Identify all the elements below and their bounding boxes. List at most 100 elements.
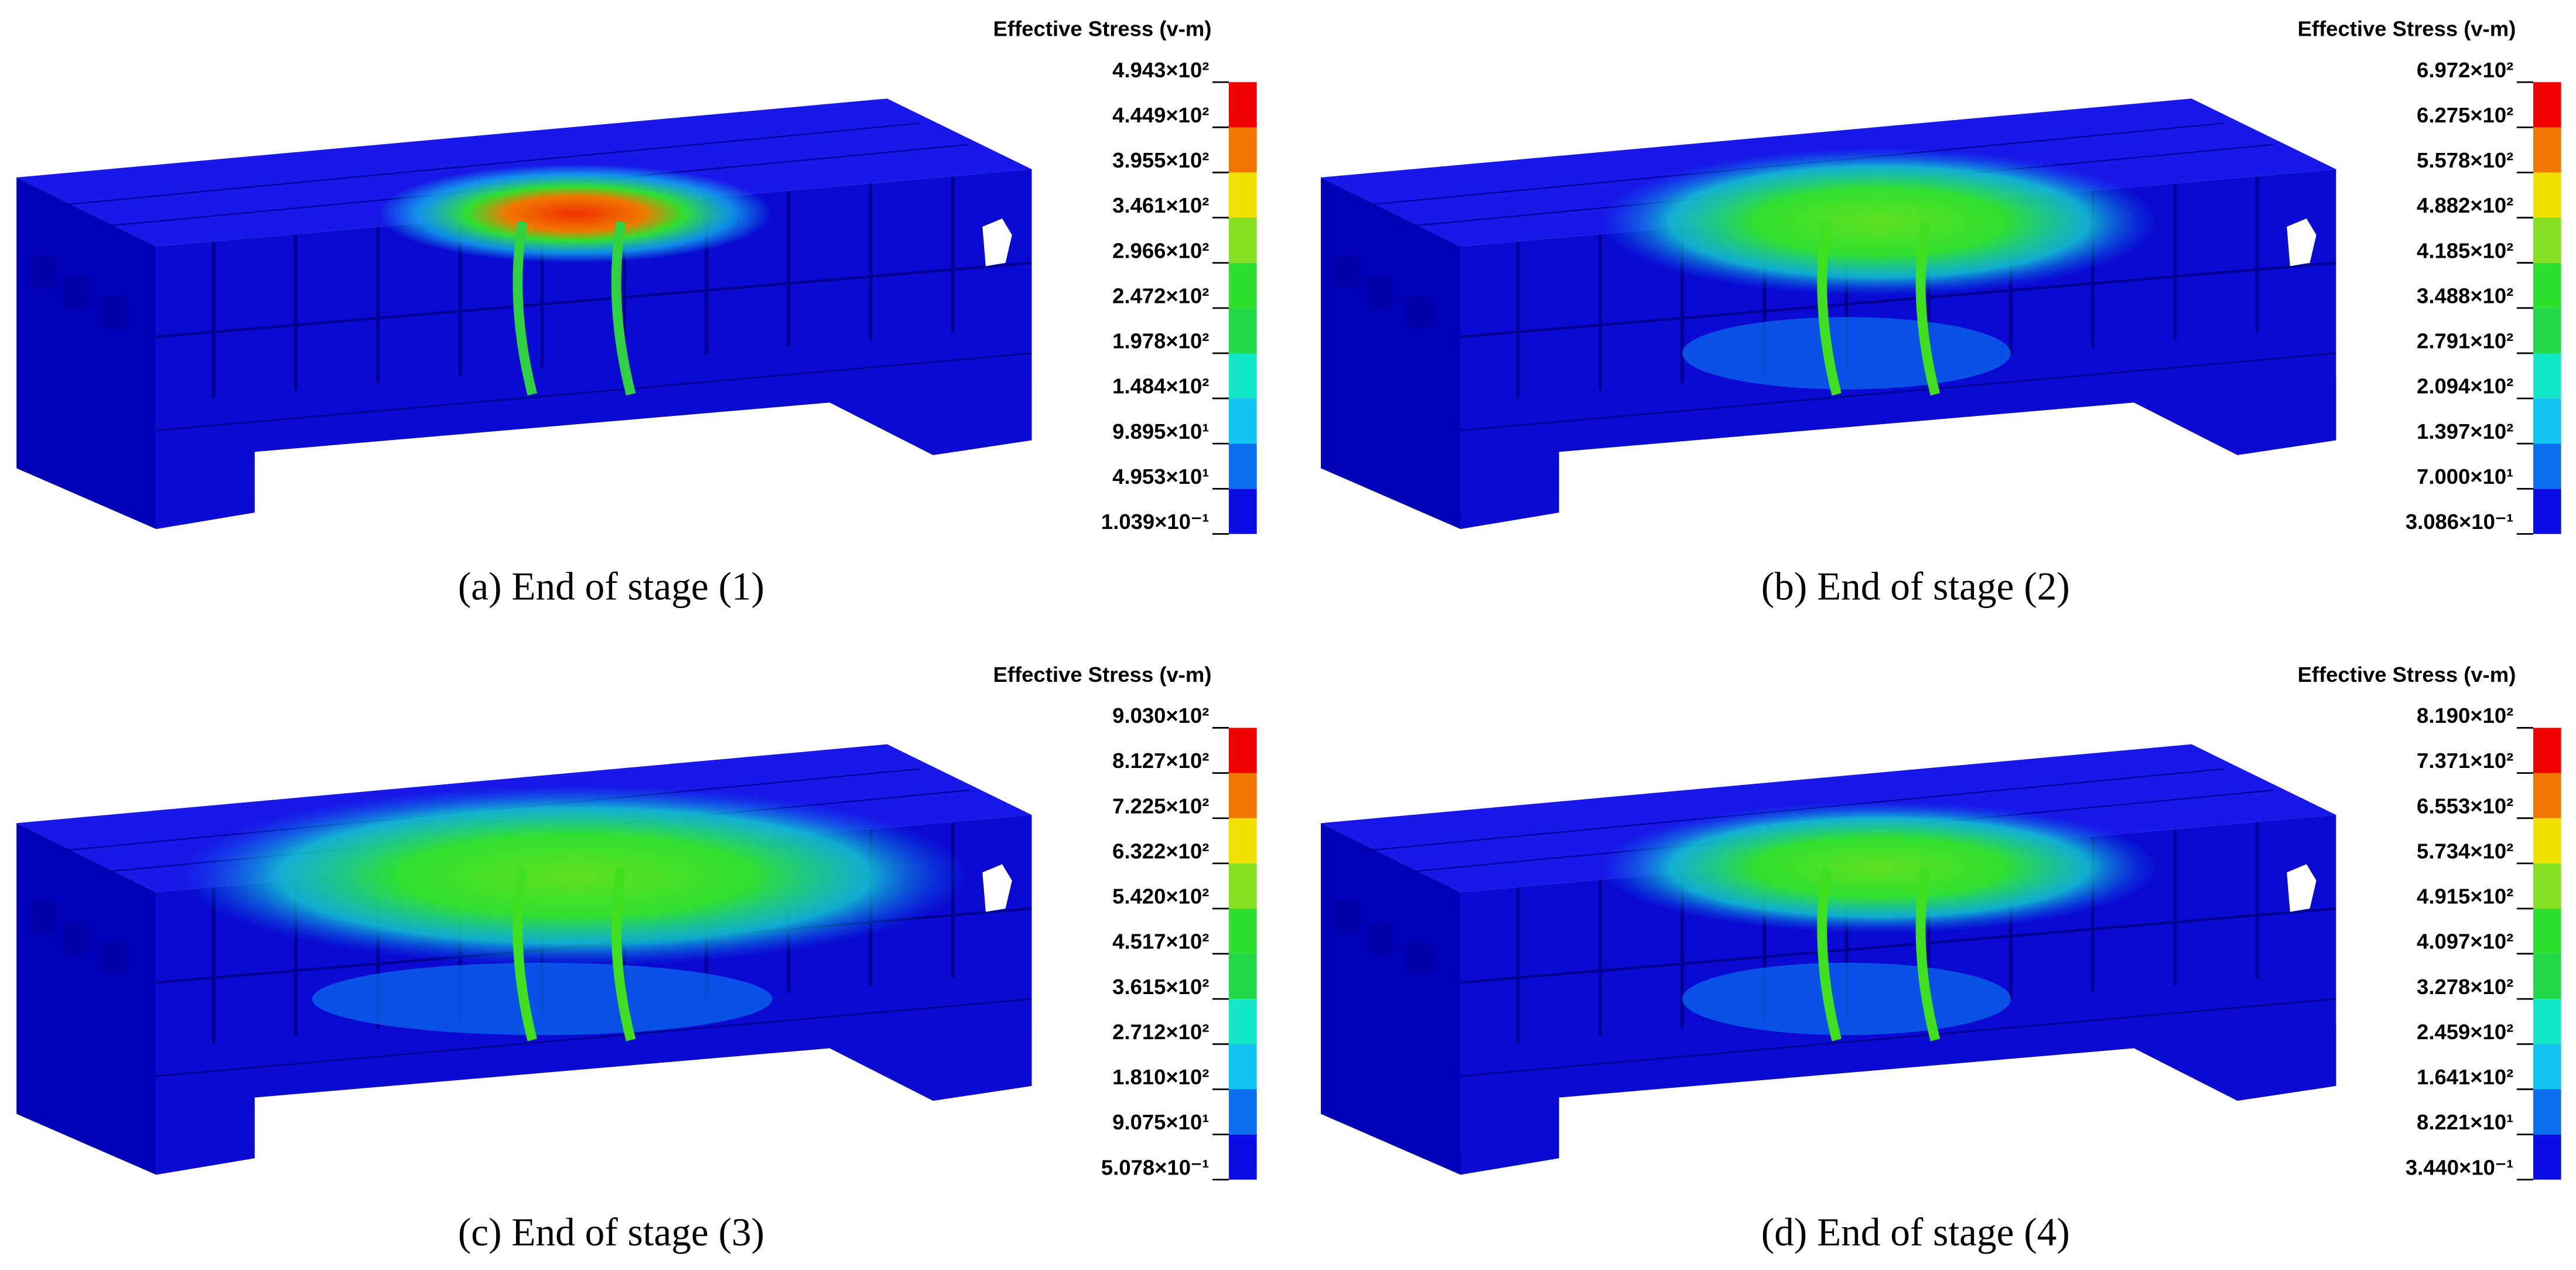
colorbar-band <box>1229 262 1257 308</box>
colorbar-tick-label: 7.000×10¹ <box>2417 465 2513 489</box>
panel: Effective Stress (v-m) 4.943×10² 4.449×10²… <box>16 17 1257 609</box>
colorbar-band <box>2533 127 2561 173</box>
stress-region <box>378 164 773 263</box>
colorbar-band <box>1229 353 1257 399</box>
stress-region <box>312 962 773 1035</box>
opening <box>982 864 1012 912</box>
window <box>62 276 89 309</box>
colorbar-band <box>2533 443 2561 489</box>
legend-title: Effective Stress (v-m) <box>2298 663 2516 687</box>
window <box>102 941 128 975</box>
column <box>611 221 636 396</box>
colorbar-tick-label: 4.517×10² <box>1112 930 1209 954</box>
window <box>29 254 56 288</box>
deck-line <box>1460 907 2336 984</box>
stress-region <box>1600 148 2159 296</box>
colorbar-tick-label: 9.030×10² <box>1112 704 1209 728</box>
colorbar-tick-label: 9.075×10¹ <box>1112 1110 1209 1134</box>
colorbar-band <box>2533 728 2561 773</box>
colorbar-tick-label: 8.221×10¹ <box>2417 1110 2513 1134</box>
opening <box>2287 219 2317 267</box>
colorbar-tick-label: 1.810×10² <box>1112 1065 1209 1089</box>
column <box>1817 866 1842 1042</box>
colorbar-band <box>2533 308 2561 353</box>
stress-region <box>180 785 969 967</box>
colorbar-tick-label: 2.094×10² <box>2417 374 2513 398</box>
colorbar-tick-label: 3.086×10⁻¹ <box>2406 510 2513 534</box>
deck-line <box>156 352 1032 432</box>
window <box>1366 276 1393 309</box>
colorbar-tick-label: 1.641×10² <box>2417 1065 2513 1089</box>
model <box>16 98 1032 530</box>
column <box>611 866 636 1042</box>
colorbar-band <box>1229 443 1257 489</box>
colorbar-band <box>1229 398 1257 444</box>
model-front <box>156 169 1032 530</box>
colorbar-band <box>2533 773 2561 818</box>
colorbar-band <box>2533 863 2561 909</box>
colorbar-tick-label: 9.895×10¹ <box>1112 419 1209 443</box>
colorbar-band <box>1229 999 1257 1044</box>
colorbar-tick-label: 1.039×10⁻¹ <box>1101 510 1209 534</box>
colorbar-tick-label: 6.275×10² <box>2417 103 2513 127</box>
panel: Effective Stress (v-m) 9.030×10² 8.127×10²… <box>16 663 1257 1254</box>
colorbar-band <box>2533 82 2561 128</box>
window <box>1334 900 1361 934</box>
colorbar-band <box>1229 127 1257 173</box>
colorbar-band <box>2533 954 2561 999</box>
colorbar-tick-label: 5.420×10² <box>1112 885 1209 909</box>
legend-title: Effective Stress (v-m) <box>2298 17 2516 41</box>
colorbar-band <box>1229 908 1257 954</box>
colorbar-tick-label: 3.461×10² <box>1112 193 1209 217</box>
colorbar-band <box>1229 863 1257 909</box>
caption: (a) End of stage (1) <box>458 565 764 609</box>
colorbar-tick-label: 4.097×10² <box>2417 930 2513 954</box>
colorbar-tick-label: 3.488×10² <box>2417 284 2513 308</box>
colorbar-tick-label: 4.185×10² <box>2417 238 2513 262</box>
colorbar-tick-label: 5.734×10² <box>2417 839 2513 863</box>
column <box>1915 221 1940 396</box>
colorbar-band <box>1229 489 1257 534</box>
stress-region <box>1600 801 2159 934</box>
colorbar-tick-label: 4.449×10² <box>1112 103 1209 127</box>
colorbar-band <box>2533 909 2561 954</box>
colorbar-tick-label: 1.397×10² <box>2417 419 2513 443</box>
colorbar-tick-label: 7.225×10² <box>1112 794 1209 818</box>
colorbar-band <box>1229 308 1257 353</box>
column <box>513 866 538 1042</box>
colorbar-tick-label: 3.955×10² <box>1112 148 1209 172</box>
colorbar-tick-label: 8.190×10² <box>2417 704 2513 728</box>
colorbar-tick-label: 1.978×10² <box>1112 329 1209 353</box>
caption: (d) End of stage (4) <box>1761 1210 2070 1254</box>
colorbar-band <box>1229 172 1257 218</box>
panel: Effective Stress (v-m) 8.190×10² 7.371×10²… <box>1321 663 2561 1254</box>
column <box>1915 866 1940 1042</box>
colorbar-tick-label: 1.484×10² <box>1112 374 1209 398</box>
caption: (c) End of stage (3) <box>458 1210 764 1254</box>
colorbar-band <box>2533 172 2561 218</box>
colorbar-tick-label: 8.127×10² <box>1112 749 1209 773</box>
colorbar-band <box>2533 353 2561 399</box>
stress-region <box>1682 317 2011 390</box>
colorbar-tick-label: 3.440×10⁻¹ <box>2406 1155 2513 1179</box>
colorbar-tick-label: 3.615×10² <box>1112 975 1209 999</box>
stress-region <box>1682 962 2011 1035</box>
model <box>1321 98 2336 530</box>
colorbar-band <box>2533 999 2561 1044</box>
panel: Effective Stress (v-m) 6.972×10² 6.275×10²… <box>1321 17 2561 609</box>
colorbar-tick-label: 2.472×10² <box>1112 284 1209 308</box>
opening <box>2287 864 2317 912</box>
legend-title: Effective Stress (v-m) <box>993 663 1212 687</box>
colorbar-tick-label: 2.791×10² <box>2417 329 2513 353</box>
deck-line <box>156 261 1032 339</box>
window <box>1406 295 1433 329</box>
colorbar-tick-label: 2.966×10² <box>1112 238 1209 262</box>
colorbar-tick-label: 5.078×10⁻¹ <box>1101 1155 1209 1179</box>
colorbar-band <box>2533 489 2561 534</box>
colorbar-tick-label: 4.953×10¹ <box>1112 465 1209 489</box>
colorbar-band <box>1229 82 1257 128</box>
window <box>62 921 89 955</box>
colorbar-band <box>2533 1044 2561 1090</box>
colorbar-tick-label: 3.278×10² <box>2417 975 2513 999</box>
